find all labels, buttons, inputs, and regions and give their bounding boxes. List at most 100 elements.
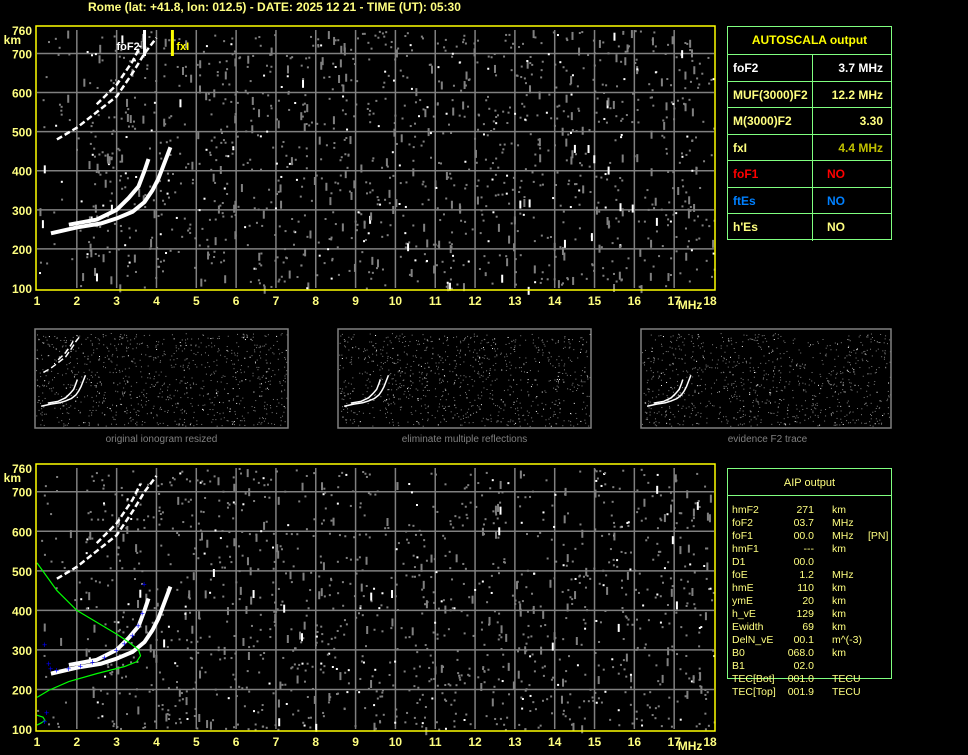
- noise-dot: [875, 407, 877, 409]
- noise-dot: [210, 338, 212, 340]
- noise-dot: [578, 706, 581, 709]
- noise-dot: [215, 392, 217, 394]
- noise-dot: [182, 364, 184, 366]
- noise-dot: [780, 357, 782, 359]
- noise-dot: [90, 518, 93, 521]
- noise-dot: [502, 110, 505, 113]
- noise-dot: [224, 71, 227, 80]
- noise-dot: [777, 407, 779, 409]
- noise-dot: [620, 60, 623, 63]
- noise-dot: [614, 185, 617, 188]
- noise-dot: [285, 349, 287, 351]
- noise-dot: [702, 342, 704, 344]
- noise-dot: [771, 423, 773, 425]
- noise-dot: [502, 665, 505, 668]
- noise-dot: [464, 160, 467, 163]
- noise-dot: [475, 411, 477, 413]
- noise-dot: [486, 601, 489, 604]
- noise-dot: [357, 37, 360, 40]
- noise-dot: [167, 410, 169, 412]
- noise-dot: [252, 54, 255, 57]
- noise-dot: [464, 421, 466, 423]
- noise-dot: [621, 208, 624, 217]
- noise-dot: [802, 382, 804, 384]
- noise-dot: [561, 282, 564, 285]
- noise-dot: [760, 346, 762, 348]
- noise-dot: [114, 49, 117, 52]
- noise-dot: [704, 728, 707, 731]
- noise-dot: [391, 618, 394, 627]
- noise-dot: [62, 405, 64, 407]
- noise-dot: [742, 410, 744, 412]
- noise-dot: [742, 341, 744, 343]
- noise-dot: [563, 381, 565, 383]
- noise-dot: [180, 409, 182, 411]
- noise-dot: [415, 388, 417, 390]
- noise-dot: [649, 272, 652, 281]
- noise-dot: [388, 398, 390, 400]
- noise-dot: [648, 357, 650, 359]
- noise-dot: [568, 420, 570, 422]
- noise-dot: [226, 182, 229, 185]
- noise-dot: [185, 342, 187, 344]
- noise-dot: [145, 404, 147, 406]
- noise-dot: [88, 592, 91, 601]
- noise-dot: [498, 634, 501, 637]
- noise-dot: [176, 531, 179, 534]
- noise-dot: [526, 60, 529, 63]
- noise-dot: [411, 396, 413, 398]
- noise-dot: [385, 408, 387, 410]
- noise-dot: [345, 137, 348, 140]
- noise-dot: [699, 672, 702, 681]
- noise-dot: [419, 380, 421, 382]
- noise-dot: [91, 371, 93, 373]
- noise-dot: [661, 359, 663, 361]
- noise-dot: [179, 472, 182, 475]
- noise-dot: [427, 198, 430, 201]
- noise-dot: [530, 386, 532, 388]
- noise-dot: [127, 125, 130, 128]
- noise-dot: [574, 591, 577, 600]
- noise-dot: [369, 341, 371, 343]
- noise-dot: [745, 360, 747, 362]
- noise-dot: [695, 367, 697, 369]
- noise-dot: [862, 375, 864, 377]
- noise-dot: [809, 416, 811, 418]
- noise-dot: [519, 200, 522, 209]
- noise-dot: [45, 336, 47, 338]
- noise-dot: [433, 677, 436, 680]
- noise-dot: [504, 356, 506, 358]
- noise-dot: [246, 65, 249, 68]
- noise-dot: [265, 520, 268, 523]
- noise-dot: [192, 687, 195, 690]
- noise-dot: [497, 193, 500, 196]
- noise-dot: [381, 378, 383, 380]
- noise-dot: [422, 140, 425, 143]
- noise-dot: [288, 162, 291, 165]
- noise-dot: [542, 511, 545, 514]
- noise-dot: [234, 413, 236, 415]
- noise-dot: [262, 345, 264, 347]
- x-tick-label: 17: [667, 294, 681, 308]
- noise-dot: [716, 363, 718, 365]
- noise-dot: [553, 413, 555, 415]
- noise-dot: [723, 358, 725, 360]
- noise-dot: [213, 361, 215, 363]
- noise-dot: [460, 342, 462, 344]
- noise-dot: [418, 343, 420, 345]
- noise-dot: [826, 377, 828, 379]
- noise-dot: [191, 397, 193, 399]
- noise-dot: [179, 152, 182, 155]
- noise-dot: [400, 367, 402, 369]
- noise-dot: [379, 409, 381, 411]
- noise-dot: [480, 342, 482, 344]
- noise-dot: [558, 398, 560, 400]
- noise-dot: [578, 581, 581, 584]
- noise-dot: [490, 384, 492, 386]
- noise-dot: [631, 204, 634, 213]
- noise-dot: [461, 524, 464, 527]
- noise-dot: [514, 413, 516, 415]
- noise-dot: [421, 203, 424, 206]
- noise-dot: [479, 357, 481, 359]
